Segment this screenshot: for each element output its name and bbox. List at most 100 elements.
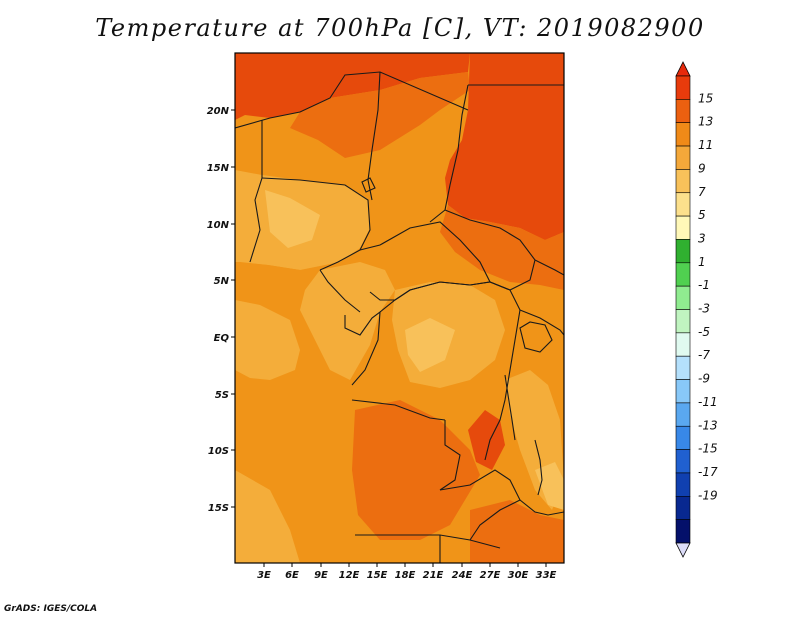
lon-label: 21E (423, 570, 444, 581)
colorbar-swatch (675, 285, 691, 310)
border-angola-south (355, 534, 501, 549)
field-7-9-central-west (300, 262, 395, 380)
colorbar-swatch (675, 309, 691, 334)
colorbar-label: -11 (698, 395, 718, 409)
lat-label: 15N (207, 163, 230, 174)
colorbar-swatch (675, 402, 691, 427)
colorbar: 15 13 11 9 7 5 3 1 -1 -3 -5 -7 -9 -11 -13 -15 -17 -19 (675, 61, 718, 558)
colorbar-swatch (675, 472, 691, 497)
map-frame (234, 52, 565, 564)
colorbar-swatch (675, 192, 691, 217)
colorbar-label: -1 (698, 278, 710, 292)
border-chad-niger (367, 71, 381, 201)
colorbar-swatch (675, 262, 691, 287)
country-borders (235, 71, 564, 563)
colorbar-label: 7 (698, 185, 706, 199)
colorbar-label: 1 (698, 255, 706, 269)
lat-label: 10N (207, 220, 230, 231)
border-mozambique (519, 499, 564, 516)
field-11-13-south (352, 400, 480, 540)
colorbar-label: 13 (698, 115, 713, 129)
border-drc-east (484, 309, 521, 461)
lon-label: 24E (452, 570, 473, 581)
colorbar-swatch (675, 75, 691, 100)
field-5-7-west (265, 190, 320, 248)
lat-label: 15S (208, 503, 229, 514)
colorbar-swatch (675, 215, 691, 240)
colorbar-label: -5 (698, 325, 710, 339)
colorbar-label: -13 (698, 418, 718, 432)
colorbar-swatch (675, 425, 691, 450)
colorbar-swatch (675, 169, 691, 194)
colorbar-swatch (675, 332, 691, 357)
colorbar-label: -9 (698, 372, 710, 386)
colorbar-label: 9 (698, 161, 706, 175)
lon-label: 9E (314, 570, 328, 581)
border-tanzania (519, 309, 564, 336)
coast-lake-chad (361, 177, 376, 193)
colorbar-swatch (675, 519, 691, 544)
colorbar-swatch (675, 449, 691, 474)
colorbar-under-triangle (675, 542, 691, 558)
lon-label: 33E (536, 570, 557, 581)
field-11-13-southeast (470, 500, 564, 563)
field-7-9-southwest-low (235, 470, 300, 563)
lon-label: 18E (395, 570, 416, 581)
lat-label: 10S (208, 446, 229, 457)
temperature-field (235, 53, 564, 563)
colorbar-label: -19 (698, 488, 718, 502)
colorbar-label: -15 (698, 442, 718, 456)
field-5-7-central (405, 318, 455, 372)
border-west-africa (249, 120, 263, 263)
lat-label: 5N (214, 276, 230, 287)
colorbar-swatch (675, 145, 691, 170)
coast-lake-tanganyika (504, 374, 516, 441)
lon-label: 15E (367, 570, 388, 581)
field-13-15-north (235, 53, 470, 120)
colorbar-label: -3 (698, 302, 710, 316)
border-chad-sudan (429, 84, 469, 223)
border-zambia (439, 469, 521, 541)
lon-label: 30E (508, 570, 529, 581)
grads-credit: GrADS: IGES/COLA (4, 604, 98, 614)
border-cameroon (319, 269, 361, 313)
colorbar-label: 5 (698, 208, 706, 222)
colorbar-label: 3 (698, 231, 706, 245)
colorbar-swatch (675, 239, 691, 264)
colorbar-swatch (675, 495, 691, 520)
coast-lake-victoria (519, 321, 553, 353)
lat-labels: 20N 15N 10N 5N EQ 5S 10S 15S (207, 106, 230, 514)
border-angola-east (439, 420, 461, 491)
lat-label: EQ (214, 333, 230, 344)
coast-lake-malawi (534, 439, 543, 496)
colorbar-swatch (675, 122, 691, 147)
lat-label: 5S (215, 390, 229, 401)
lon-label: 3E (257, 570, 271, 581)
colorbar-swatch (675, 355, 691, 380)
border-angola-north (351, 399, 446, 421)
colorbar-label: 15 (698, 91, 713, 105)
axis-ticks (231, 109, 547, 567)
lon-labels: 3E 6E 9E 12E 15E 18E 21E 24E 27E 30E 33E (257, 570, 556, 581)
chart-title: Temperature at 700hPa [C], VT: 201908290… (95, 14, 705, 42)
colorbar-swatch (675, 99, 691, 123)
lon-label: 27E (480, 570, 501, 581)
field-5-7-east (535, 462, 564, 510)
colorbar-label: -17 (698, 465, 718, 479)
field-13-15-ne (445, 53, 564, 240)
colorbar-over-triangle (675, 61, 691, 77)
lon-label: 6E (285, 570, 299, 581)
border-nigeria (261, 177, 371, 271)
field-9-11-west-coast (235, 262, 320, 305)
field-11-13-north (290, 72, 470, 158)
colorbar-label: 11 (698, 138, 713, 152)
border-kenya (534, 259, 564, 276)
field-13-15-south (468, 410, 505, 470)
lon-label: 12E (339, 570, 360, 581)
colorbar-label: -7 (698, 348, 710, 362)
field-7-9-southwest (235, 300, 300, 380)
colorbar-swatch (675, 379, 691, 404)
lat-label: 20N (207, 106, 230, 117)
border-south-sudan (444, 209, 536, 291)
